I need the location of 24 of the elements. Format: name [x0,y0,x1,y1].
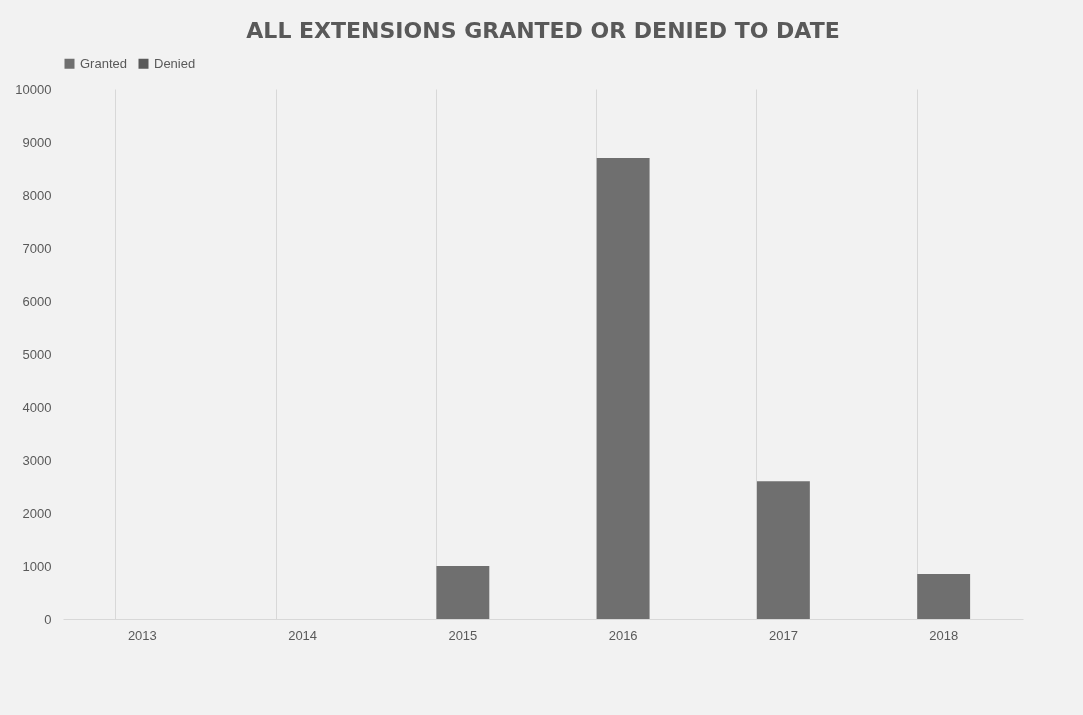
x-tick-label: 2013 [127,627,157,643]
y-tick-label: 1000 [22,558,52,574]
x-tick-label: 2017 [768,627,798,643]
y-tick-label: 5000 [22,346,52,362]
y-tick-label: 9000 [22,134,52,150]
x-tick-label: 2015 [448,627,478,643]
bar [917,573,971,619]
y-tick-label: 7000 [22,240,52,256]
chart-title: ALL EXTENSIONS GRANTED OR DENIED TO DATE [246,18,840,43]
x-tick-label: 2014 [288,627,318,643]
y-tick-label: 10000 [15,81,52,97]
bar [756,481,810,619]
bar [596,157,650,619]
y-tick-label: 8000 [22,187,52,203]
y-tick-label: 4000 [22,399,52,415]
legend-label: Denied [154,55,196,71]
x-tick-label: 2016 [608,627,638,643]
y-tick-label: 2000 [22,505,52,521]
y-tick-label: 3000 [22,452,52,468]
y-tick-label: 6000 [22,293,52,309]
legend-label: Granted [80,55,127,71]
x-tick-label: 2018 [929,627,959,643]
y-tick-label: 0 [44,611,52,627]
bar [436,566,490,619]
